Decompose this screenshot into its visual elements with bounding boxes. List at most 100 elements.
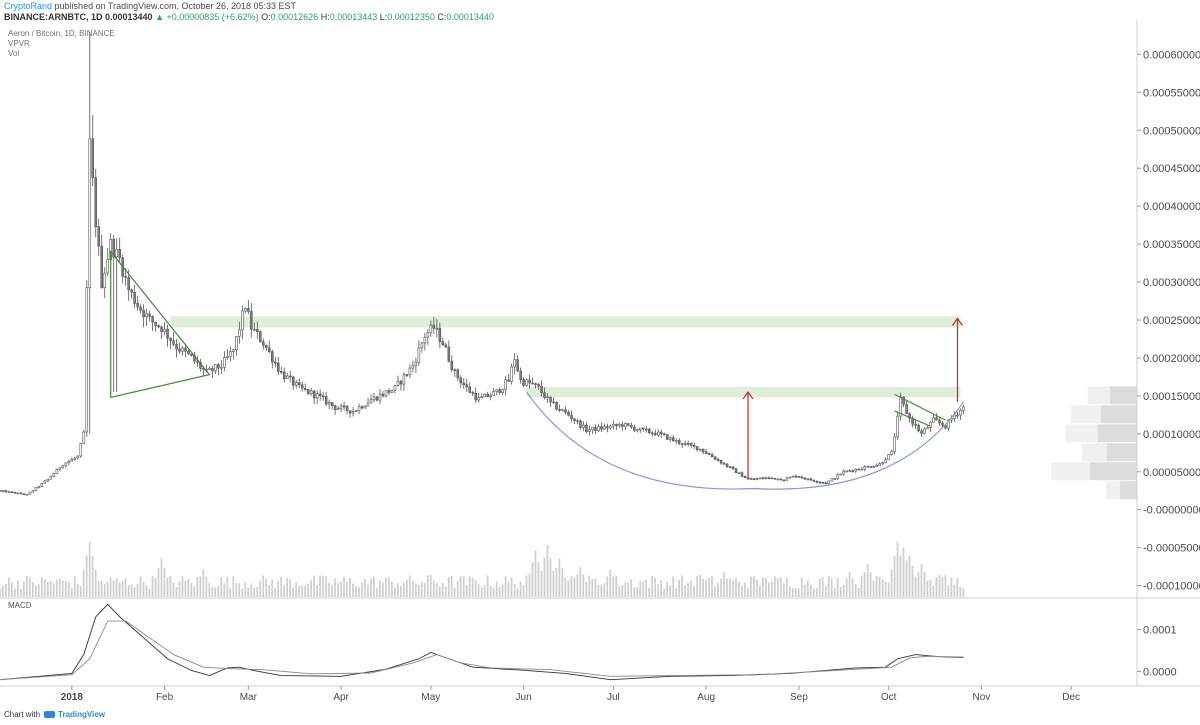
volume-bar xyxy=(328,582,330,597)
candle-body xyxy=(312,390,316,399)
candle-body xyxy=(465,384,469,388)
candle-body xyxy=(809,478,813,481)
candle-body xyxy=(818,481,822,484)
volume-bar xyxy=(414,583,417,597)
candle-body xyxy=(519,370,522,380)
volume-bar xyxy=(388,576,390,597)
candle-body xyxy=(13,491,17,494)
candle-body xyxy=(749,478,753,481)
vpvr-row-right xyxy=(1097,424,1137,443)
volume-bar xyxy=(202,569,205,597)
candle-body xyxy=(279,371,283,373)
volume-bar xyxy=(453,587,456,597)
candle-body xyxy=(630,424,633,428)
candle-body xyxy=(360,406,364,409)
candle-body xyxy=(480,396,484,399)
author-name[interactable]: CryptoRand xyxy=(4,1,53,11)
candle-body xyxy=(779,478,783,481)
volume-bar xyxy=(471,577,474,597)
volume-bar xyxy=(331,584,333,597)
candle-body xyxy=(612,423,615,427)
candle-body xyxy=(106,259,109,274)
volume-bar xyxy=(253,587,256,597)
volume-bar xyxy=(196,576,199,597)
volume-bar xyxy=(836,577,839,597)
volume-bar xyxy=(133,587,136,597)
candle-body xyxy=(923,428,926,434)
volume-bar xyxy=(417,584,420,597)
volume-bar xyxy=(498,586,501,597)
candle-body xyxy=(447,346,451,362)
candle-body xyxy=(378,393,382,401)
volume-bar xyxy=(307,583,309,597)
candle-body xyxy=(842,470,846,475)
candle-body xyxy=(435,327,439,330)
volume-bar xyxy=(720,578,722,597)
volume-bar xyxy=(594,578,597,597)
volume-bar xyxy=(756,579,758,597)
candle-body xyxy=(34,487,38,491)
candle-body xyxy=(513,359,516,368)
volume-bar xyxy=(456,581,459,597)
volume-bar xyxy=(606,576,609,597)
candle-body xyxy=(959,410,962,416)
publish-line: CryptoRand published on TradingView.com,… xyxy=(4,1,296,11)
volume-bar xyxy=(34,585,37,597)
tradingview-link[interactable]: TradingView xyxy=(58,710,105,719)
volume-bar xyxy=(127,585,130,597)
macd-y-tick-label: 0.0000 xyxy=(1143,666,1177,678)
publish-info: published on TradingView.com, October 26… xyxy=(54,1,297,11)
candle-body xyxy=(381,393,385,397)
volume-bar xyxy=(385,577,387,597)
volume-bar xyxy=(37,584,40,597)
vpvr-indicator-label[interactable]: VPVR xyxy=(8,39,30,48)
y-tick-label: 0.00025000 xyxy=(1143,315,1200,327)
candle-body xyxy=(474,392,478,401)
volume-bar xyxy=(714,586,716,597)
candle-body xyxy=(743,476,747,479)
volume-bar xyxy=(492,587,495,597)
candle-body xyxy=(597,426,600,432)
volume-bar xyxy=(91,555,94,597)
candle-body xyxy=(175,343,178,350)
candle-body xyxy=(411,365,415,369)
volume-bar xyxy=(513,583,516,597)
candle-body xyxy=(366,402,370,407)
chart-header: CryptoRand published on TradingView.com,… xyxy=(0,0,1200,24)
candle-body xyxy=(271,351,274,363)
candle-body xyxy=(91,138,95,178)
volume-bar xyxy=(534,550,537,597)
candle-body xyxy=(821,482,825,484)
vpvr-row-left xyxy=(1071,405,1101,424)
y-tick-label: 0.00040000 xyxy=(1143,201,1200,213)
candle-body xyxy=(785,477,789,481)
volume-bar xyxy=(675,588,677,597)
candle-body xyxy=(875,464,878,467)
x-tick-label: May xyxy=(421,692,440,703)
candle-body xyxy=(752,478,756,481)
volume-bar xyxy=(103,584,106,597)
candle-body xyxy=(315,393,319,399)
x-tick-label: Dec xyxy=(1062,692,1080,703)
volume-bar xyxy=(708,577,710,597)
candle-body xyxy=(291,376,295,386)
volume-bar xyxy=(794,587,797,597)
volume-bar xyxy=(154,577,157,597)
volume-bar xyxy=(121,580,124,597)
signal-line xyxy=(0,620,964,681)
candle-body xyxy=(294,382,298,386)
symbol-label: BINANCE:ARNBTC, 1D xyxy=(4,12,103,22)
candle-body xyxy=(300,384,304,389)
volume-bar xyxy=(226,576,229,597)
volume-bar xyxy=(576,574,579,597)
volume-bar xyxy=(49,581,52,597)
y-tick-label: 0.00010000 xyxy=(1143,429,1200,441)
volume-bar xyxy=(648,587,651,597)
candle-body xyxy=(525,379,528,386)
candle-body xyxy=(169,337,172,342)
candle-body xyxy=(570,414,573,420)
candle-body xyxy=(396,380,400,386)
volume-indicator-label[interactable]: Vol xyxy=(8,49,20,58)
candle-body xyxy=(229,351,232,357)
